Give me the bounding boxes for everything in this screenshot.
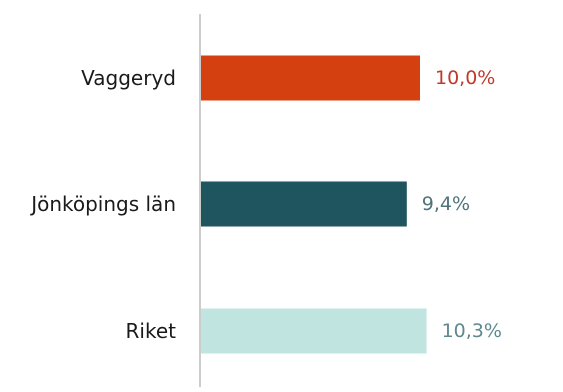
bar-1: [200, 181, 407, 227]
bar-2: [200, 308, 427, 354]
value-label: 9,4%: [422, 193, 470, 215]
bars-layer: [200, 55, 427, 354]
category-label: Riket: [126, 319, 177, 343]
value-label: 10,3%: [442, 320, 502, 342]
labels-layer: Vaggeryd 10,0% Jönköpings län 9,4% Riket 10,3…: [29, 66, 502, 343]
value-label: 10,0%: [435, 67, 495, 89]
category-label: Jönköpings län: [29, 192, 176, 216]
category-label: Vaggeryd: [81, 66, 176, 90]
bar-0: [200, 55, 420, 101]
